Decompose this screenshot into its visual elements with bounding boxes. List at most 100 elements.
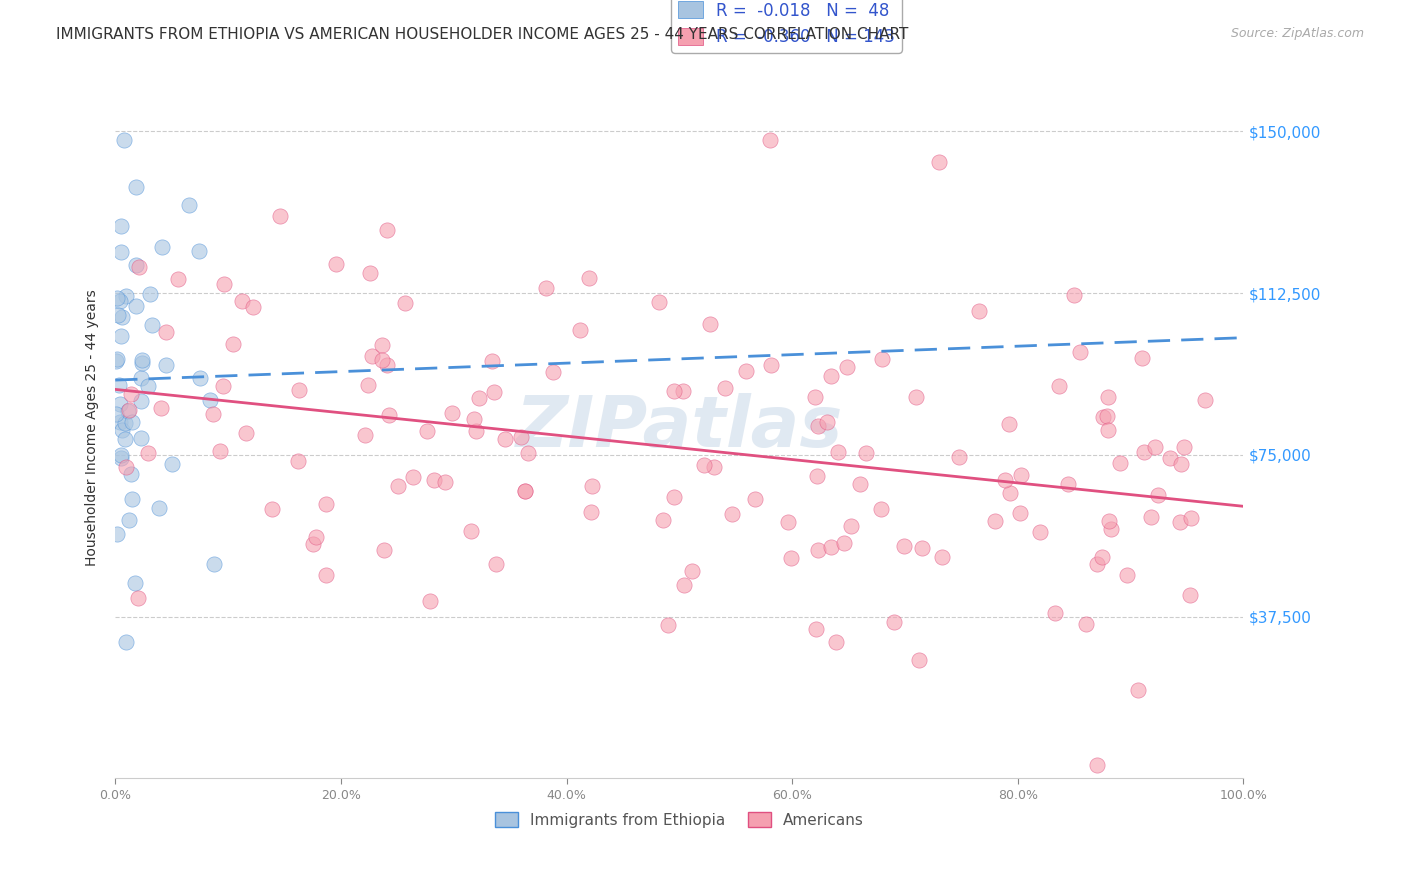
Point <box>1180 511 1202 525</box>
Point <box>117 513 139 527</box>
Point <box>1098 514 1121 528</box>
Point <box>115 459 138 474</box>
Point <box>468 392 491 406</box>
Point <box>657 617 679 632</box>
Point <box>485 557 508 571</box>
Point <box>911 541 934 555</box>
Point <box>416 424 439 438</box>
Point <box>815 415 838 429</box>
Point <box>893 539 915 553</box>
Point <box>1097 391 1119 405</box>
Point <box>141 318 163 332</box>
Point <box>419 594 441 608</box>
Point <box>509 430 531 444</box>
Point <box>114 635 136 649</box>
Point <box>354 428 377 442</box>
Point <box>136 379 159 393</box>
Point <box>662 490 685 504</box>
Point <box>202 558 225 572</box>
Point <box>1074 616 1097 631</box>
Point <box>1008 506 1031 520</box>
Point <box>703 459 725 474</box>
Point <box>200 393 222 408</box>
Point <box>155 325 177 339</box>
Point <box>699 317 721 331</box>
Point <box>1140 509 1163 524</box>
Point <box>287 453 309 467</box>
Point <box>110 310 132 324</box>
Point <box>305 530 328 544</box>
Point <box>136 446 159 460</box>
Point <box>648 295 671 310</box>
Point <box>125 299 148 313</box>
Point <box>212 277 235 292</box>
Point <box>423 473 446 487</box>
Point <box>515 483 537 498</box>
Point <box>110 328 132 343</box>
Legend: Immigrants from Ethiopia, Americans: Immigrants from Ethiopia, Americans <box>489 805 870 834</box>
Point <box>759 358 782 372</box>
Point <box>155 358 177 372</box>
Point <box>121 415 143 429</box>
Point <box>581 479 603 493</box>
Point <box>948 450 970 464</box>
Point <box>124 259 146 273</box>
Point <box>269 209 291 223</box>
Point <box>481 354 503 368</box>
Point <box>1099 522 1122 536</box>
Point <box>105 353 128 368</box>
Point <box>1116 567 1139 582</box>
Point <box>160 457 183 471</box>
Point <box>110 245 132 260</box>
Point <box>1010 468 1032 483</box>
Point <box>1194 392 1216 407</box>
Point <box>401 469 423 483</box>
Point <box>117 402 139 417</box>
Point <box>105 352 128 367</box>
Point <box>984 514 1007 528</box>
Point <box>1170 457 1192 471</box>
Point <box>242 300 264 314</box>
Point <box>387 479 409 493</box>
Point <box>235 426 257 441</box>
Point <box>662 384 685 399</box>
Point <box>824 634 846 648</box>
Point <box>231 294 253 309</box>
Point <box>110 448 132 462</box>
Point <box>129 371 152 385</box>
Point <box>883 615 905 629</box>
Point <box>908 653 931 667</box>
Point <box>131 356 153 370</box>
Point <box>578 271 600 285</box>
Point <box>967 304 990 318</box>
Point <box>515 484 537 499</box>
Point <box>177 197 200 211</box>
Point <box>287 383 309 397</box>
Point <box>1063 288 1085 302</box>
Point <box>1069 344 1091 359</box>
Point <box>114 432 136 446</box>
Point <box>360 350 382 364</box>
Point <box>301 537 323 551</box>
Point <box>114 416 136 430</box>
Point <box>105 407 128 421</box>
Point <box>209 443 232 458</box>
Point <box>820 541 842 555</box>
Point <box>127 591 149 605</box>
Point <box>120 467 142 481</box>
Point <box>998 417 1021 431</box>
Point <box>440 406 463 420</box>
Point <box>1109 456 1132 470</box>
Point <box>1097 423 1119 437</box>
Point <box>744 492 766 507</box>
Point <box>720 507 742 521</box>
Point <box>517 446 540 460</box>
Point <box>221 337 243 351</box>
Point <box>121 491 143 506</box>
Point <box>1043 607 1066 621</box>
Point <box>839 519 862 533</box>
Point <box>129 431 152 445</box>
Point <box>1144 441 1167 455</box>
Point <box>804 390 827 404</box>
Y-axis label: Householder Income Ages 25 - 44 years: Householder Income Ages 25 - 44 years <box>86 290 100 566</box>
